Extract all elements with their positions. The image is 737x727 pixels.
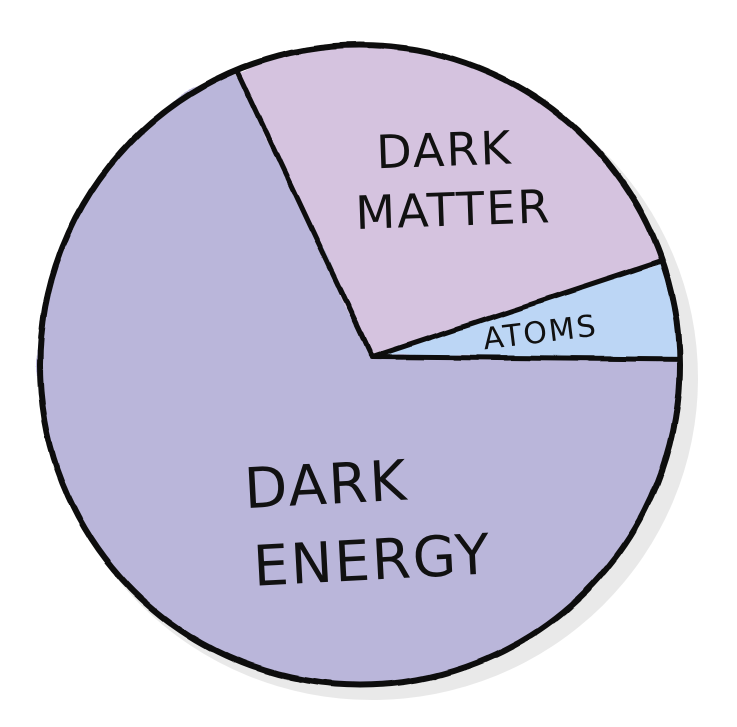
slice-dark-matter: [237, 44, 663, 358]
pie-outline: [37, 42, 683, 688]
slice-fills: [40, 44, 681, 685]
slice-divider-2: [234, 67, 375, 360]
label-dark-matter: DARK MATTER: [352, 119, 552, 240]
label-dark-energy: DARK ENERGY: [243, 444, 494, 600]
slice-divider-3: [369, 258, 666, 360]
slice-atoms: [372, 260, 680, 360]
slice-divider-1: [369, 354, 683, 362]
slice-edges: [234, 67, 683, 362]
slice-dark-energy: [40, 69, 681, 685]
